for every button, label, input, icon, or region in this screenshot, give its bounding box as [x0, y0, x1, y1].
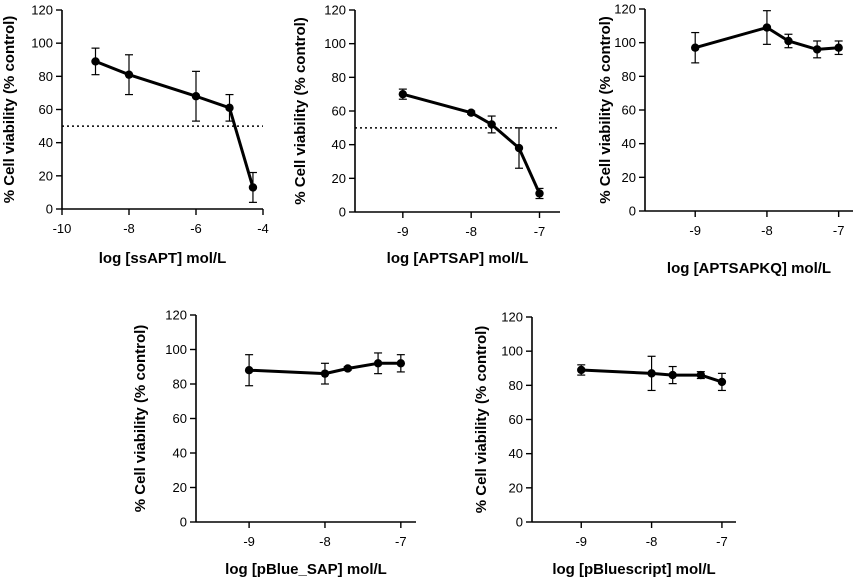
- x-tick-label: -7: [833, 223, 845, 238]
- y-axis-title: % Cell viability (% control): [1, 16, 18, 204]
- data-point: [320, 369, 330, 378]
- x-tick-label: -8: [465, 224, 477, 239]
- y-tick-label: 100: [165, 342, 187, 357]
- y-tick-label: 80: [622, 69, 636, 84]
- y-tick-label: 80: [39, 69, 53, 84]
- x-tick-label: -8: [123, 221, 135, 236]
- x-tick-label: -9: [575, 534, 587, 549]
- data-point: [691, 43, 700, 52]
- y-axis-title: % Cell viability (% control): [132, 325, 149, 513]
- x-tick-label: -7: [534, 224, 546, 239]
- chart-panel-aptsapkq: 0 20 40 60 80 100 120 -9 -8 -7 log [APTSAPKQ] mol/…: [597, 2, 853, 277]
- x-axis-title: log [ssAPT] mol/L: [99, 250, 227, 267]
- data-point: [647, 369, 656, 378]
- x-axis-title: log [APTSAPKQ] mol/L: [667, 260, 831, 277]
- y-tick-label: 80: [509, 378, 523, 393]
- y-axis-title: % Cell viability (% control): [292, 17, 309, 205]
- data-point: [466, 108, 476, 117]
- x-tick-label: -6: [190, 221, 202, 236]
- data-point: [398, 89, 408, 99]
- x-tick-label: -8: [646, 534, 658, 549]
- y-tick-label: 120: [501, 310, 523, 325]
- y-tick-label: 120: [31, 3, 53, 18]
- data-point: [812, 45, 822, 54]
- y-tick-label: 60: [173, 411, 187, 426]
- y-tick-label: 60: [622, 103, 636, 118]
- x-tick-label: -9: [689, 223, 701, 238]
- y-tick-label: 20: [332, 171, 346, 186]
- y-tick-label: 20: [509, 480, 523, 495]
- y-tick-label: 120: [324, 3, 346, 18]
- y-tick-label: 100: [31, 36, 53, 51]
- data-point: [343, 364, 352, 373]
- y-tick-label: 0: [180, 515, 187, 530]
- y-tick-label: 0: [339, 205, 346, 220]
- data-point: [487, 120, 496, 129]
- x-axis-title: log [pBluescript] mol/L: [552, 561, 715, 578]
- data-point: [248, 183, 258, 192]
- data-point: [91, 57, 100, 66]
- x-tick-label: -7: [716, 534, 728, 549]
- y-tick-label: 60: [509, 412, 523, 427]
- data-point: [717, 377, 727, 387]
- x-tick-label: -7: [395, 534, 407, 549]
- y-tick-label: 60: [332, 104, 346, 119]
- y-tick-label: 80: [173, 377, 187, 392]
- y-tick-label: 40: [173, 446, 187, 461]
- data-point: [535, 189, 544, 198]
- y-tick-label: 20: [173, 480, 187, 495]
- series-line-ssapt: [94, 60, 255, 188]
- y-tick-label: 40: [622, 136, 636, 151]
- x-axis-title: log [APTSAP] mol/L: [387, 250, 529, 267]
- data-point: [514, 143, 524, 153]
- x-tick-label: -8: [761, 223, 773, 238]
- y-tick-label: 20: [39, 168, 53, 183]
- y-axis-title: % Cell viability (% control): [597, 16, 614, 204]
- y-tick-label: 100: [501, 344, 523, 359]
- chart-panel-ssapt: 0 20 40 60 80 100 120 -10 -8 -6 -4 log [ssAPT] mol/…: [1, 3, 269, 268]
- y-tick-label: 100: [614, 35, 636, 50]
- x-axis-title: log [pBlue_SAP] mol/L: [225, 561, 387, 578]
- data-point: [784, 36, 793, 46]
- data-point: [373, 359, 383, 368]
- data-point: [696, 370, 706, 380]
- y-tick-label: 120: [614, 2, 636, 17]
- y-tick-label: 40: [509, 446, 523, 461]
- x-tick-label: -9: [243, 534, 255, 549]
- y-tick-label: 0: [629, 204, 636, 219]
- x-tick-label: -10: [53, 221, 72, 236]
- x-tick-label: -4: [257, 221, 269, 236]
- data-point: [834, 43, 843, 52]
- chart-panel-aptsap: 0 20 40 60 80 100 120 -9 -8 -7 log [APTSAP] mol/L%…: [292, 3, 560, 267]
- y-tick-label: 0: [46, 202, 53, 217]
- y-tick-label: 40: [332, 137, 346, 152]
- y-tick-label: 40: [39, 135, 53, 150]
- data-point: [396, 359, 406, 368]
- y-axis-title: % Cell viability (% control): [473, 326, 490, 514]
- x-tick-label: -8: [319, 534, 331, 549]
- data-point: [124, 70, 134, 79]
- data-point: [244, 366, 254, 375]
- data-point: [762, 23, 772, 32]
- data-point: [225, 103, 234, 113]
- y-tick-label: 100: [324, 36, 346, 51]
- x-tick-label: -9: [397, 224, 409, 239]
- y-tick-label: 120: [165, 308, 187, 323]
- data-point: [668, 370, 677, 380]
- chart-panel-pblue-sap: 0 20 40 60 80 100 120 -9 -8 -7 log [pBlue_SAP] mol…: [132, 308, 416, 578]
- data-point: [577, 365, 586, 375]
- y-tick-label: 80: [332, 70, 346, 85]
- y-tick-label: 60: [39, 102, 53, 117]
- y-tick-label: 0: [516, 515, 523, 530]
- y-tick-label: 20: [622, 170, 636, 185]
- data-point: [191, 92, 201, 101]
